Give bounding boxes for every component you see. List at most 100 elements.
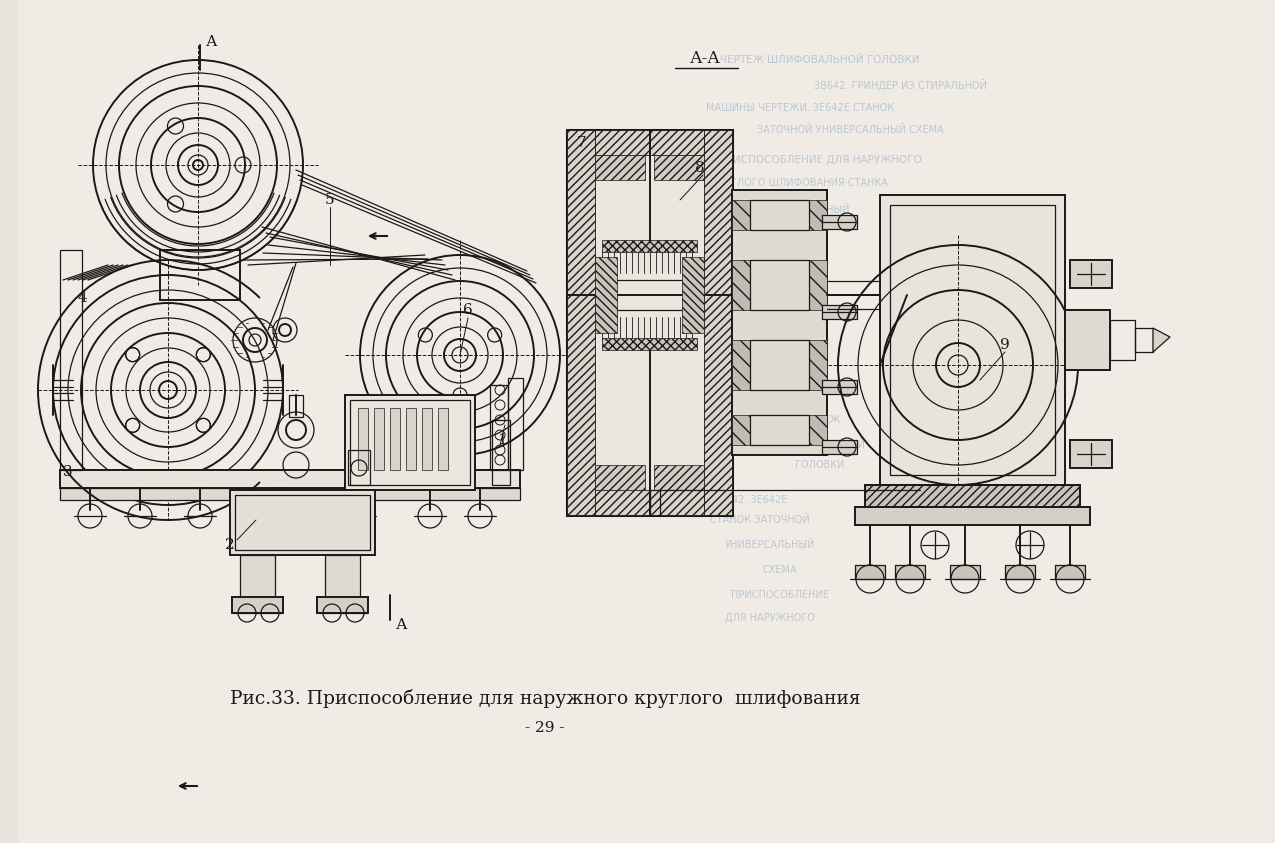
Text: ДЛЯ НАРУЖНОГО: ДЛЯ НАРУЖНОГО — [725, 613, 815, 623]
Text: А-А: А-А — [690, 50, 720, 67]
Bar — [60, 250, 82, 470]
Text: 2: 2 — [226, 538, 235, 552]
Bar — [810, 415, 827, 445]
Bar — [346, 395, 476, 490]
Bar — [422, 408, 432, 470]
Bar — [822, 215, 857, 229]
Bar — [374, 408, 384, 470]
Bar — [1005, 565, 1035, 579]
Bar — [682, 257, 704, 333]
Bar — [595, 130, 704, 155]
Bar — [602, 240, 697, 252]
Bar — [810, 260, 827, 310]
Bar — [0, 0, 18, 843]
Text: КРУГЛОГО ШЛИФОВАНИЯ СТАНКА: КРУГЛОГО ШЛИФОВАНИЯ СТАНКА — [711, 178, 887, 188]
Bar — [492, 420, 510, 485]
Bar — [439, 408, 448, 470]
Text: 3В642. 3Е642Е: 3В642. 3Е642Е — [713, 495, 787, 505]
Bar — [856, 507, 1090, 525]
Bar — [317, 597, 368, 613]
Bar — [864, 485, 1080, 507]
Bar — [1111, 320, 1135, 360]
Bar — [856, 565, 885, 579]
Bar — [507, 378, 523, 470]
Bar — [595, 465, 645, 490]
Bar — [864, 485, 1080, 507]
Bar — [567, 130, 732, 515]
Bar — [822, 305, 857, 319]
Text: МАШИНЫ ЧЕРТЕЖИ. 3Е642Е СТАНОК: МАШИНЫ ЧЕРТЕЖИ. 3Е642Е СТАНОК — [706, 103, 894, 113]
Bar — [595, 257, 617, 333]
Bar — [1070, 260, 1112, 288]
Text: ПРИСПОСОБЛЕНИЕ ДЛЯ НАРУЖНОГО: ПРИСПОСОБЛЕНИЕ ДЛЯ НАРУЖНОГО — [719, 155, 922, 165]
Bar — [810, 340, 827, 390]
Bar — [289, 395, 303, 417]
Bar — [732, 340, 750, 390]
Bar — [950, 565, 980, 579]
Bar — [732, 260, 750, 310]
Bar — [880, 195, 1065, 485]
Bar — [732, 415, 750, 445]
Text: СТАНОК ЗАТОЧНОЙ: СТАНОК ЗАТОЧНОЙ — [710, 515, 810, 525]
Text: СХЕМА: СХЕМА — [762, 565, 797, 575]
Text: ЧЕРТЕЖ: ЧЕРТЕЖ — [799, 415, 840, 425]
Bar — [895, 565, 924, 579]
Bar — [732, 200, 750, 230]
Bar — [890, 205, 1054, 475]
Bar — [232, 597, 283, 613]
Text: 6: 6 — [463, 303, 473, 317]
Bar — [602, 338, 697, 350]
Polygon shape — [1153, 328, 1170, 352]
Bar — [595, 490, 704, 515]
Text: А: А — [397, 618, 408, 632]
Bar — [654, 465, 704, 490]
Bar — [810, 200, 827, 230]
Bar — [325, 555, 360, 597]
Text: - 29 -: - 29 - — [525, 721, 565, 735]
Bar — [732, 190, 827, 455]
Bar — [750, 415, 810, 445]
Bar — [1135, 328, 1153, 352]
Bar — [750, 200, 810, 230]
Bar — [348, 450, 370, 485]
Text: ШЛИФОВАЛЬНОЙ: ШЛИФОВАЛЬНОЙ — [774, 440, 866, 450]
Text: 9: 9 — [1000, 338, 1010, 352]
Text: 3Е642Е ЛЕНТОЧНЫЙ ШЛИФОВАЛЬНЫЙ: 3Е642Е ЛЕНТОЧНЫЙ ШЛИФОВАЛЬНЫЙ — [650, 205, 849, 215]
Text: 3: 3 — [64, 465, 73, 479]
Bar — [1054, 565, 1085, 579]
Bar — [230, 490, 375, 555]
Text: ГОЛОВКИ: ГОЛОВКИ — [796, 460, 845, 470]
Bar — [1065, 310, 1111, 370]
Bar — [750, 340, 810, 390]
Bar — [390, 408, 400, 470]
Bar — [704, 130, 732, 515]
Text: Рис.33. Приспособление для наружного круглого  шлифования: Рис.33. Приспособление для наружного кру… — [230, 689, 861, 707]
Bar — [654, 155, 704, 180]
Bar — [822, 440, 857, 454]
Text: 5: 5 — [325, 193, 335, 207]
Text: УНИВЕРСАЛЬНЫЙ: УНИВЕРСАЛЬНЫЙ — [724, 540, 815, 550]
Bar — [490, 385, 507, 470]
Text: 7: 7 — [578, 136, 586, 150]
Bar — [60, 470, 520, 488]
Text: 1: 1 — [497, 433, 507, 447]
Bar — [351, 400, 470, 485]
Bar — [822, 380, 857, 394]
Bar — [240, 555, 275, 597]
Bar — [405, 408, 416, 470]
Bar — [567, 130, 595, 515]
Text: А: А — [207, 35, 218, 49]
Text: 4: 4 — [76, 291, 87, 305]
Text: 3В642. ГРИНДЕР ИЗ СТИРАЛЬНОЙ: 3В642. ГРИНДЕР ИЗ СТИРАЛЬНОЙ — [813, 79, 987, 91]
Bar — [235, 495, 370, 550]
Text: ГРИНДЕР ЧЕРТЕЖИ: ГРИНДЕР ЧЕРТЕЖИ — [710, 230, 810, 240]
Bar — [595, 155, 645, 180]
Text: 8: 8 — [695, 161, 705, 175]
Text: ЧЕРТЕЖ ШЛИФОВАЛЬНОЙ ГОЛОВКИ: ЧЕРТЕЖ ШЛИФОВАЛЬНОЙ ГОЛОВКИ — [720, 55, 919, 65]
Text: ПРИСПОСОБЛЕНИЕ: ПРИСПОСОБЛЕНИЕ — [731, 590, 829, 600]
Text: ЗАТОЧНОЙ УНИВЕРСАЛЬНЫЙ СХЕМА: ЗАТОЧНОЙ УНИВЕРСАЛЬНЫЙ СХЕМА — [756, 125, 944, 135]
Bar — [750, 260, 810, 310]
Bar — [358, 408, 368, 470]
Bar — [575, 140, 724, 505]
Bar — [60, 488, 520, 500]
